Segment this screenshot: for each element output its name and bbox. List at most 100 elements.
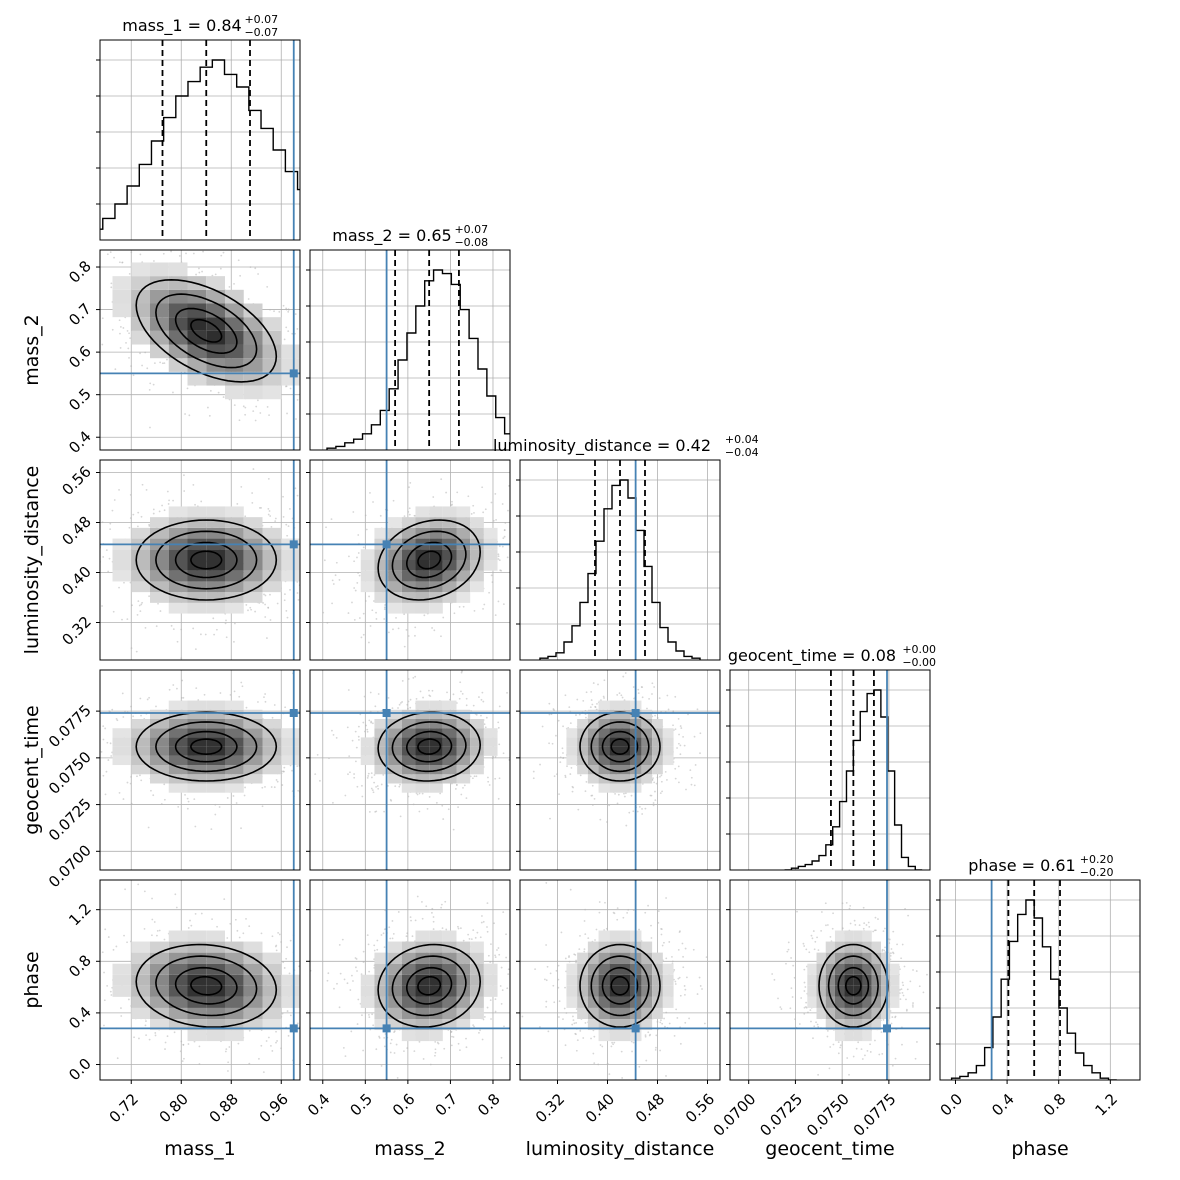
sample-point (569, 710, 572, 713)
density-cell (262, 570, 282, 582)
sample-point (266, 637, 268, 639)
sample-point (666, 694, 669, 697)
density-cell (360, 737, 375, 747)
sample-point (269, 619, 272, 621)
sample-point (108, 557, 111, 560)
sample-point (61, 308, 63, 310)
sample-point (682, 736, 684, 738)
sample-point (494, 493, 497, 495)
density-cell (483, 746, 498, 756)
sample-point (654, 799, 657, 802)
truth-marker (382, 540, 391, 549)
density-cell (150, 755, 169, 766)
sample-point (211, 274, 214, 277)
sample-point (264, 700, 267, 703)
sample-point (446, 691, 448, 694)
density-cell (225, 289, 244, 304)
density-cell (168, 344, 188, 359)
density-cell (577, 746, 588, 756)
sample-point (485, 716, 488, 719)
density-cell (388, 718, 402, 729)
sample-point (445, 491, 448, 494)
density-cell (225, 765, 244, 775)
sample-point (353, 587, 356, 589)
sample-point (472, 504, 475, 507)
sample-point (101, 317, 104, 320)
sample-point (323, 559, 326, 562)
panel-mass_2-geocent_time (306, 669, 511, 871)
sample-point (274, 520, 277, 523)
sample-point (589, 706, 592, 709)
sample-point (408, 513, 411, 516)
density-cell (442, 570, 457, 582)
sample-point (354, 760, 357, 763)
panel-frame (519, 459, 721, 661)
density-cell (429, 527, 443, 539)
density-cell (566, 737, 578, 747)
sample-point (111, 708, 114, 711)
contour-0 (417, 550, 442, 570)
sample-point (259, 412, 262, 414)
sample-point (93, 307, 95, 309)
sample-point (470, 710, 473, 712)
sample-point (285, 385, 288, 388)
density-cell (652, 746, 663, 756)
sample-point (542, 550, 544, 552)
sample-point (138, 1037, 140, 1040)
sample-point (473, 775, 476, 778)
sample-point (261, 786, 264, 789)
sample-point (412, 676, 415, 679)
sample-point (336, 556, 338, 558)
sample-point (640, 686, 643, 688)
sample-point (465, 697, 468, 700)
density-cell (456, 746, 471, 756)
density-cell (483, 737, 498, 747)
density-cell (131, 765, 150, 775)
sample-point (148, 696, 151, 699)
sample-point (287, 330, 290, 333)
contour-1 (405, 730, 453, 763)
sample-point (585, 691, 588, 694)
tick-label-luminosity_distance: 0.40 (58, 563, 94, 599)
sample-point (222, 251, 225, 254)
density-cell (609, 746, 620, 756)
sample-point (249, 606, 252, 609)
sample-point (286, 412, 288, 415)
sample-point (192, 252, 195, 255)
sample-point (348, 755, 351, 758)
density-cell (360, 549, 375, 560)
density-cell (620, 783, 631, 793)
sample-point (651, 682, 654, 685)
density-cell (429, 774, 443, 784)
density-cell (187, 765, 207, 775)
sample-point (114, 368, 117, 371)
density-cell (187, 746, 207, 756)
density-cell (442, 700, 457, 710)
density-cell (415, 570, 430, 582)
panel-frame (309, 459, 511, 661)
sample-point (219, 267, 222, 270)
sample-point (96, 708, 98, 710)
sample-point (375, 611, 377, 614)
density-cell (112, 303, 132, 318)
sample-point (194, 825, 197, 828)
sample-point (690, 776, 693, 779)
sample-point (383, 606, 386, 609)
sample-point (109, 251, 112, 254)
sample-point (202, 250, 204, 253)
density-cell (429, 506, 443, 518)
sample-point (398, 785, 401, 788)
sample-point (257, 701, 259, 703)
density-cell (388, 755, 402, 766)
sample-point (364, 514, 367, 517)
density-cell (566, 746, 578, 756)
density-cell (401, 783, 416, 793)
sample-point (490, 574, 493, 577)
sample-point (590, 699, 593, 701)
sample-point (235, 802, 238, 804)
sample-point (209, 389, 212, 392)
contour-3 (135, 278, 278, 383)
sample-point (679, 725, 682, 727)
sample-point (335, 561, 338, 564)
density-cell (401, 592, 416, 603)
